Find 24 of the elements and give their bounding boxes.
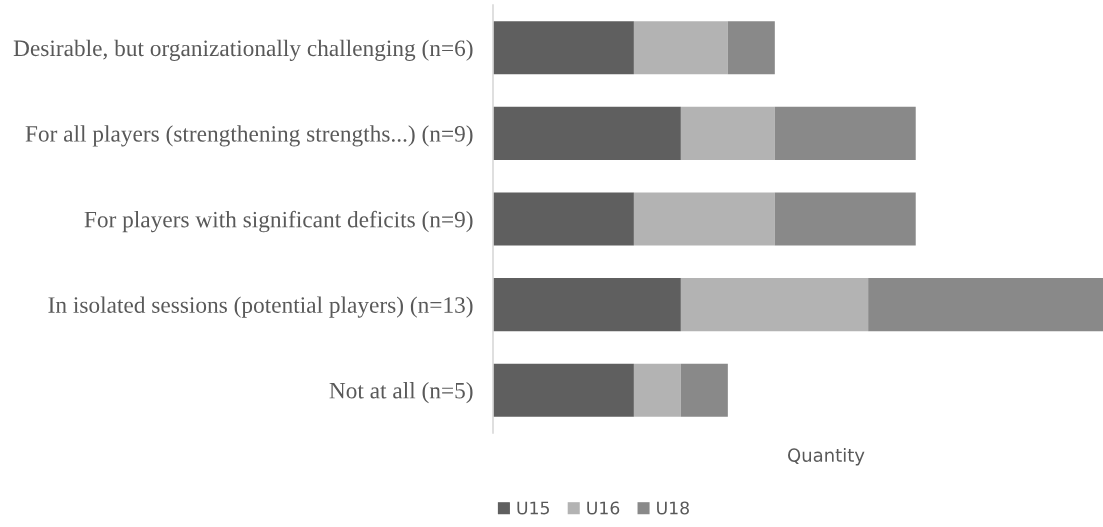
bar: [727, 21, 775, 75]
bar: [868, 278, 1103, 332]
y-tick-label: For all players (strengthening strengths...) (n=9): [25, 125, 473, 147]
bar: [633, 192, 775, 246]
bar: [633, 21, 728, 75]
bar: [774, 106, 916, 160]
bar: [493, 21, 634, 75]
bar: [493, 278, 681, 332]
legend-label: U16: [587, 501, 620, 515]
bar: [774, 192, 916, 246]
legend-label: U15: [517, 501, 549, 515]
legend-label: U18: [657, 501, 689, 515]
y-tick-label: Not at all (n=5): [329, 382, 473, 404]
bar: [493, 192, 634, 246]
bar: [493, 106, 681, 160]
y-tick-label: For players with significant deficits (n=9): [84, 210, 473, 233]
y-tick-label: Desirable, but organizationally challenging (n=6): [13, 39, 473, 61]
bar: [633, 363, 681, 417]
bar: [680, 106, 775, 160]
y-tick-label: In isolated sessions (potential players) (n=13): [48, 296, 473, 318]
bar: [680, 363, 728, 417]
x-axis-title: Quantity: [788, 447, 865, 466]
bar: [493, 363, 634, 417]
bar: [680, 278, 869, 332]
